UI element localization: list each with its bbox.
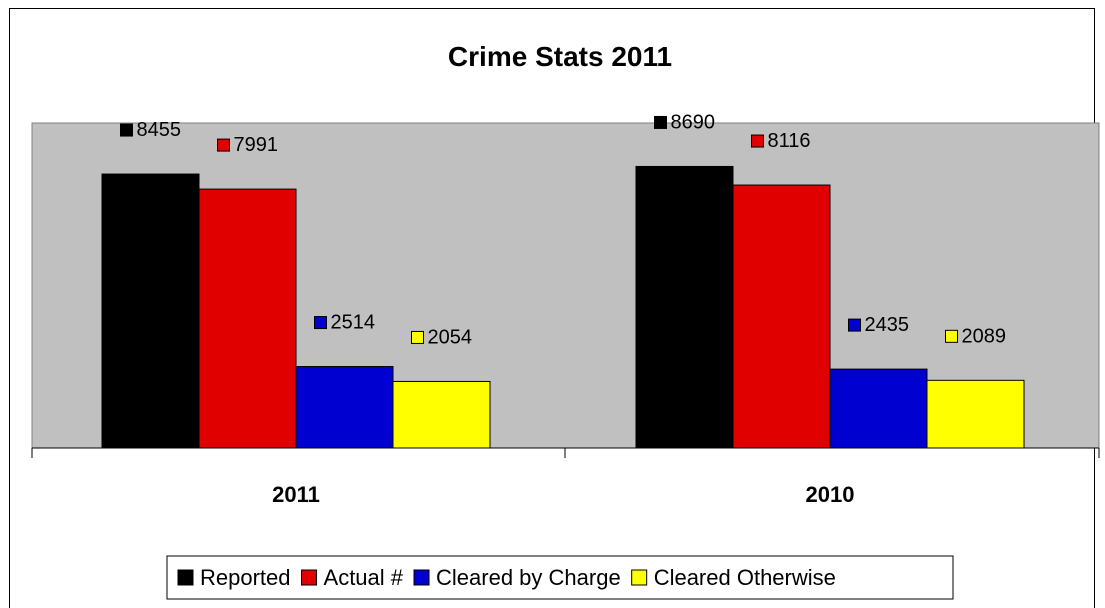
chart-title: Crime Stats 2011 [448,41,672,72]
data-label-key [654,115,667,129]
bars-layer [101,165,1025,449]
bar-2010-cleared-otherwise [926,379,1025,449]
legend-box [166,555,954,600]
bar-2011-cleared-otherwise [392,380,491,449]
legend-entry: Actual # [324,565,404,590]
legend-key [301,569,318,586]
data-labels: 8455 7991 2514 2054 8690 8116 2435 2089 [120,111,1007,348]
bar-2010-cleared-by-charge [829,368,928,449]
bar-2011-actual- [198,188,297,449]
bar-2011-cleared-by-charge [295,366,394,449]
data-label: 2054 [428,326,473,348]
data-label-key [314,316,327,330]
legend-entry: Cleared Otherwise [654,565,836,590]
x-tick-label: 2010 [806,482,855,507]
data-label: 8690 [671,111,716,133]
bar-2010-actual- [732,184,831,449]
legend-key [631,569,648,586]
data-label: 8116 [768,130,811,152]
data-label: 2089 [962,325,1007,347]
x-tick-label: 2011 [272,482,320,507]
data-label-key [945,329,958,343]
data-label-key [848,318,861,332]
legend-key [413,569,430,586]
data-label: 7991 [234,134,279,156]
data-label-key [411,330,424,344]
data-label: 8455 [137,119,182,141]
data-label: 2514 [331,312,376,334]
data-label-key [217,138,230,152]
legend-key [177,569,194,586]
bar-2010-reported [635,165,734,449]
x-axis: 2011 2010 [31,447,1100,507]
bar-2011-reported [101,173,200,449]
data-label: 2435 [865,314,910,336]
legend-entry: Cleared by Charge [436,565,621,590]
data-label-key [751,134,764,148]
legend: Reported Actual # Cleared by Charge Cleared… [177,565,836,590]
legend-entry: Reported [200,565,291,590]
data-label-key [120,123,133,137]
